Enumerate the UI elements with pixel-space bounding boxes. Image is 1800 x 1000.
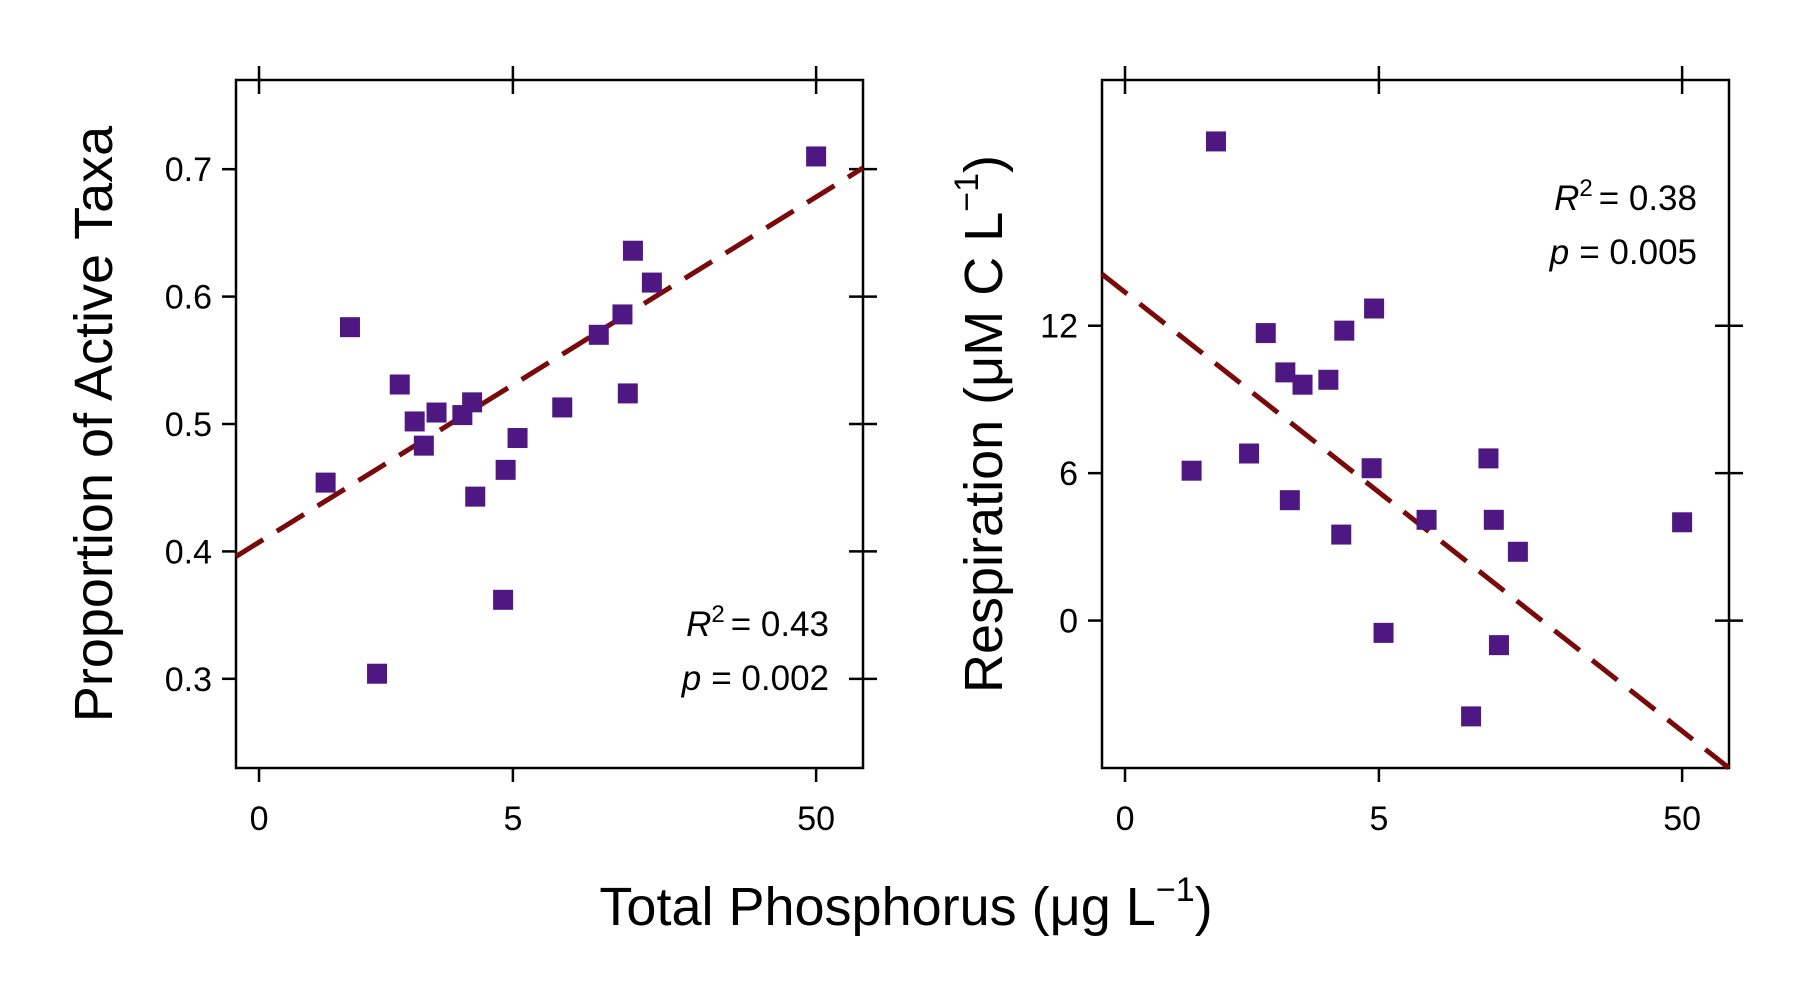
left-r2-text: R2 = 0.43	[686, 601, 829, 644]
right-data-point	[1361, 458, 1382, 479]
left-data-point	[339, 317, 360, 338]
right-fit-line	[1100, 272, 1731, 770]
left-data-point	[622, 240, 643, 261]
right-data-point	[1364, 298, 1385, 319]
left-y-tick-label: 0.3	[165, 661, 212, 699]
left-data-point	[462, 392, 483, 413]
right-data-point	[1239, 443, 1260, 464]
right-points	[1181, 131, 1693, 727]
right-data-point	[1507, 541, 1528, 562]
left-data-point	[465, 486, 486, 507]
right-plot-frame	[1100, 78, 1731, 770]
right-data-point	[1255, 323, 1276, 344]
right-data-point	[1478, 448, 1499, 469]
left-y-tick-label: 0.6	[165, 279, 212, 317]
left-data-point	[495, 459, 516, 480]
left-data-point	[426, 402, 447, 423]
right-data-point	[1292, 374, 1313, 395]
left-data-point	[315, 472, 336, 493]
left-points	[315, 146, 827, 684]
left-data-point	[404, 411, 425, 432]
left-y-axis-label: Proportion of Active Taxa	[64, 125, 124, 722]
right-data-point	[1416, 509, 1437, 530]
right-data-point	[1275, 362, 1296, 383]
left-data-point	[617, 383, 638, 404]
left-x-tick-label: 0	[250, 800, 269, 838]
right-p-text: p = 0.005	[1549, 233, 1697, 272]
left-regression-line	[234, 165, 865, 559]
right-x-tick-label: 0	[1116, 800, 1135, 838]
left-x-tick-label: 5	[503, 800, 522, 838]
right-data-point	[1672, 512, 1693, 533]
left-p-text: p = 0.002	[681, 659, 829, 698]
right-regression-line	[1100, 272, 1731, 770]
right-x-tick-label: 50	[1663, 800, 1701, 838]
left-data-point	[389, 374, 410, 395]
left-panel: 0 5 50 0.3 0.4 0.5 0.6 0.7 R2 = 0.43 p = 0.002 Pr…	[64, 66, 877, 838]
left-data-point	[612, 304, 633, 325]
right-data-point	[1331, 524, 1352, 545]
right-data-point	[1373, 622, 1394, 643]
left-data-point	[493, 589, 514, 610]
right-data-point	[1488, 635, 1509, 656]
left-y-tick-label: 0.4	[165, 533, 212, 571]
left-data-point	[641, 272, 662, 293]
left-data-point	[552, 397, 573, 418]
right-y-axis-label: Respiration (μM C L−1)	[948, 155, 1014, 693]
right-y-tick-label: 12	[1040, 308, 1078, 346]
left-data-point	[507, 428, 528, 449]
right-data-point	[1181, 460, 1202, 481]
left-data-point	[806, 146, 827, 167]
shared-x-axis-label: Total Phosphorus (μg L−1)	[599, 871, 1212, 937]
right-data-point	[1279, 490, 1300, 511]
right-x-tick-label: 5	[1369, 800, 1388, 838]
right-data-point	[1205, 131, 1226, 152]
right-ticks: 0 5 50 0 6 12	[1040, 66, 1743, 838]
left-x-tick-label: 50	[797, 800, 835, 838]
left-fit-line	[234, 165, 865, 559]
right-panel: 0 5 50 0 6 12 R2 = 0.38 p = 0.005 Respiration (…	[948, 66, 1743, 838]
left-ticks: 0 5 50 0.3 0.4 0.5 0.6 0.7	[165, 66, 877, 838]
right-data-point	[1483, 509, 1504, 530]
right-y-tick-label: 6	[1059, 455, 1078, 493]
left-data-point	[413, 435, 434, 456]
right-data-point	[1461, 706, 1482, 727]
left-data-point	[367, 663, 388, 684]
right-data-point	[1318, 369, 1339, 390]
left-data-point	[588, 324, 609, 345]
right-data-point	[1334, 320, 1355, 341]
left-y-tick-label: 0.7	[165, 151, 212, 189]
left-y-tick-label: 0.5	[165, 406, 212, 444]
right-y-tick-label: 0	[1059, 603, 1078, 641]
right-r2-text: R2 = 0.38	[1554, 175, 1697, 218]
